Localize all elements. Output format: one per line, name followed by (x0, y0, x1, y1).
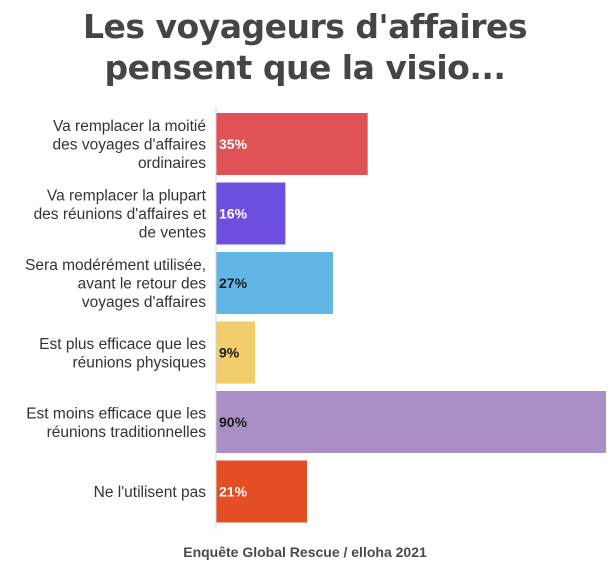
data-label: 16% (219, 206, 248, 222)
category-label: Va remplacer la plupart des réunions d'af… (34, 188, 207, 242)
bar (216, 113, 368, 175)
chart-title-line-1: Les voyageurs d'affaires (83, 7, 528, 46)
category-label: Ne l'utilisent pas (94, 484, 207, 501)
bar (216, 391, 606, 453)
source-note: Enquête Global Rescue / elloha 2021 (183, 544, 427, 560)
category-label: Est plus efficace que les réunions physiq… (39, 336, 206, 372)
category-label: Est moins efficace que les réunions tradi… (26, 405, 206, 441)
data-label: 27% (219, 275, 248, 291)
chart-title-line-2: pensent que la visio... (104, 48, 506, 87)
bar (216, 182, 286, 245)
data-label: 21% (219, 484, 248, 500)
data-label: 90% (219, 414, 248, 430)
data-label: 9% (219, 345, 240, 361)
category-label: Va remplacer la moitié des voyages d'affa… (53, 118, 207, 172)
bar (216, 321, 255, 384)
data-label: 35% (219, 136, 248, 152)
bar (216, 460, 307, 523)
bar (216, 252, 333, 314)
category-label: Sera modérément utilisée, avant le retour… (25, 257, 206, 311)
chart-title: Les voyageurs d'affaires pensent que la … (0, 6, 610, 88)
